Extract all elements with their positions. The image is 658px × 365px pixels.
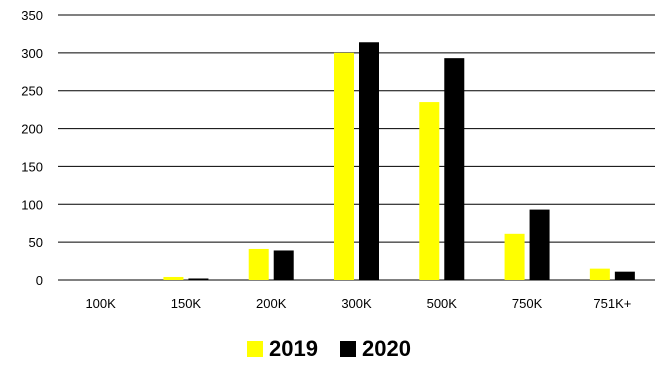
y-tick-label: 350 <box>21 8 43 23</box>
bar-2019-200K <box>248 248 269 280</box>
x-tick-label: 750K <box>512 296 543 311</box>
bar-2020-750K <box>529 209 550 280</box>
legend-item-2019: 2019 <box>247 336 318 362</box>
bars <box>163 42 635 281</box>
bar-2019-750K <box>504 233 525 280</box>
bar-2020-300K <box>359 42 379 280</box>
x-tick-label: 100K <box>85 296 116 311</box>
grid-lines <box>58 14 655 281</box>
legend-label-2020: 2020 <box>362 336 411 361</box>
legend-swatch-2019 <box>247 341 264 357</box>
bar-2020-751K+ <box>614 271 635 280</box>
bar-2019-150K <box>163 276 184 280</box>
x-tick-label: 500K <box>427 296 458 311</box>
y-tick-label: 0 <box>36 273 43 288</box>
bar-2019-300K <box>334 52 354 280</box>
bar-2020-150K <box>188 278 209 280</box>
y-axis-ticks: 0 50 100 150 200 250 300 350 <box>21 8 43 288</box>
bar-2019-751K+ <box>589 268 610 280</box>
y-tick-label: 50 <box>29 235 43 250</box>
bar-2019-500K <box>419 102 440 280</box>
bar-2020-500K <box>444 58 465 281</box>
bar-chart: 0 50 100 150 200 250 300 350 100K 150K 200K 300K 50… <box>21 8 655 311</box>
y-tick-label: 250 <box>21 84 43 99</box>
x-axis-ticks: 100K 150K 200K 300K 500K 750K 751K+ <box>85 296 631 311</box>
y-tick-label: 300 <box>21 46 43 61</box>
legend: 2019 2020 <box>0 336 658 362</box>
legend-swatch-2020 <box>340 341 356 357</box>
legend-label-2019: 2019 <box>269 336 318 361</box>
y-tick-label: 150 <box>21 159 43 174</box>
y-tick-label: 200 <box>21 122 43 137</box>
bar-2020-200K <box>273 250 294 280</box>
x-tick-label: 200K <box>256 296 287 311</box>
x-tick-label: 150K <box>171 296 202 311</box>
x-tick-label: 751K+ <box>593 296 631 311</box>
x-tick-label: 300K <box>341 296 372 311</box>
legend-item-2020: 2020 <box>340 336 411 362</box>
y-tick-label: 100 <box>21 197 43 212</box>
